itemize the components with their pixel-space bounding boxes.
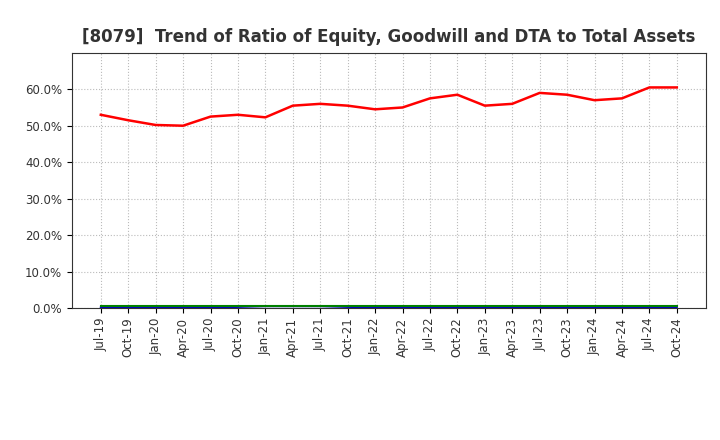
Goodwill bbox=[590, 305, 599, 310]
Goodwill bbox=[179, 305, 187, 310]
Equity bbox=[233, 112, 242, 117]
Deferred Tax Assets bbox=[536, 303, 544, 308]
Goodwill bbox=[96, 305, 105, 310]
Equity bbox=[206, 114, 215, 119]
Deferred Tax Assets bbox=[316, 303, 325, 308]
Equity bbox=[316, 101, 325, 106]
Goodwill bbox=[206, 305, 215, 310]
Equity bbox=[426, 96, 434, 101]
Deferred Tax Assets bbox=[289, 303, 297, 308]
Goodwill bbox=[151, 305, 160, 310]
Deferred Tax Assets bbox=[151, 303, 160, 308]
Deferred Tax Assets bbox=[206, 303, 215, 308]
Equity bbox=[261, 115, 270, 120]
Equity bbox=[124, 117, 132, 123]
Equity bbox=[480, 103, 489, 108]
Equity bbox=[618, 96, 626, 101]
Line: Goodwill: Goodwill bbox=[101, 306, 677, 308]
Goodwill bbox=[261, 304, 270, 309]
Equity bbox=[590, 98, 599, 103]
Goodwill bbox=[371, 304, 379, 310]
Equity bbox=[96, 112, 105, 117]
Deferred Tax Assets bbox=[398, 303, 407, 308]
Deferred Tax Assets bbox=[343, 303, 352, 308]
Deferred Tax Assets bbox=[563, 303, 572, 308]
Equity bbox=[453, 92, 462, 97]
Goodwill bbox=[316, 304, 325, 309]
Equity bbox=[536, 90, 544, 95]
Deferred Tax Assets bbox=[453, 303, 462, 308]
Goodwill bbox=[289, 304, 297, 309]
Goodwill bbox=[426, 305, 434, 310]
Goodwill bbox=[618, 305, 626, 310]
Goodwill bbox=[124, 305, 132, 310]
Equity bbox=[289, 103, 297, 108]
Deferred Tax Assets bbox=[480, 303, 489, 308]
Goodwill bbox=[672, 305, 681, 310]
Line: Equity: Equity bbox=[101, 88, 677, 126]
Equity bbox=[179, 123, 187, 128]
Deferred Tax Assets bbox=[672, 303, 681, 308]
Deferred Tax Assets bbox=[233, 303, 242, 308]
Equity bbox=[343, 103, 352, 108]
Equity bbox=[508, 101, 516, 106]
Goodwill bbox=[536, 305, 544, 310]
Goodwill bbox=[398, 304, 407, 310]
Deferred Tax Assets bbox=[426, 303, 434, 308]
Equity bbox=[398, 105, 407, 110]
Deferred Tax Assets bbox=[508, 303, 516, 308]
Goodwill bbox=[233, 304, 242, 310]
Equity bbox=[672, 85, 681, 90]
Equity bbox=[563, 92, 572, 97]
Deferred Tax Assets bbox=[645, 303, 654, 308]
Goodwill bbox=[508, 305, 516, 310]
Deferred Tax Assets bbox=[261, 303, 270, 308]
Deferred Tax Assets bbox=[179, 303, 187, 308]
Goodwill bbox=[480, 305, 489, 310]
Goodwill bbox=[563, 305, 572, 310]
Equity bbox=[645, 85, 654, 90]
Deferred Tax Assets bbox=[590, 303, 599, 308]
Deferred Tax Assets bbox=[371, 303, 379, 308]
Title: [8079]  Trend of Ratio of Equity, Goodwill and DTA to Total Assets: [8079] Trend of Ratio of Equity, Goodwil… bbox=[82, 28, 696, 46]
Goodwill bbox=[645, 305, 654, 310]
Equity bbox=[371, 106, 379, 112]
Goodwill bbox=[343, 304, 352, 310]
Deferred Tax Assets bbox=[618, 303, 626, 308]
Goodwill bbox=[453, 305, 462, 310]
Deferred Tax Assets bbox=[96, 303, 105, 308]
Deferred Tax Assets bbox=[124, 303, 132, 308]
Equity bbox=[151, 122, 160, 128]
